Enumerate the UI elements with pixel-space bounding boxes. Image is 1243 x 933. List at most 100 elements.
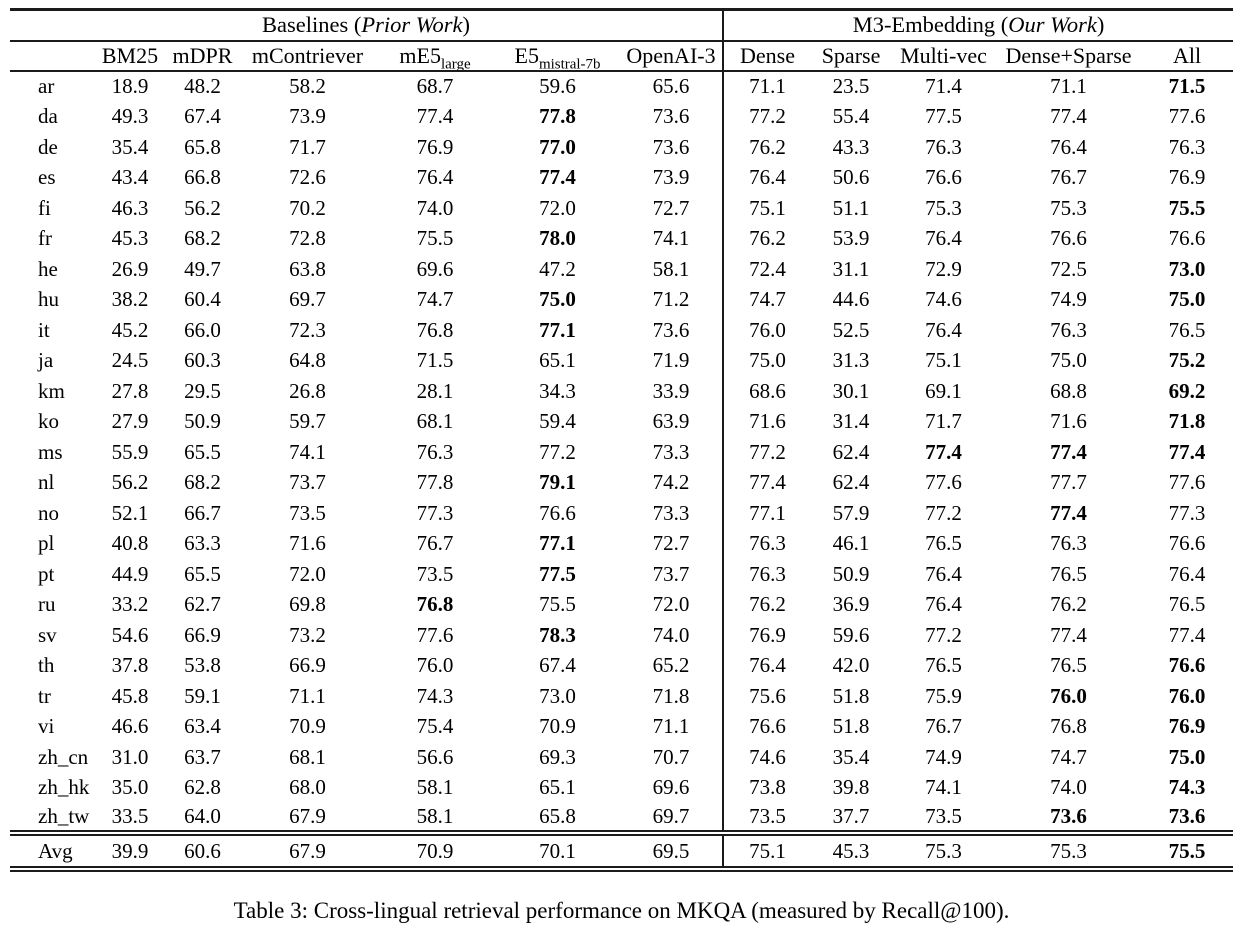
score-cell: 72.7 — [652, 195, 690, 220]
score-cell: 67.9 — [289, 804, 326, 829]
score-cell: 58.1 — [652, 256, 690, 281]
language-label: zh_hk — [38, 775, 90, 800]
language-label: ms — [38, 439, 63, 464]
score-cell: 58.2 — [289, 74, 326, 99]
score-cell: 74.7 — [1050, 744, 1087, 769]
score-cell: 77.2 — [925, 500, 962, 525]
score-cell: 70.9 — [539, 714, 576, 739]
score-cell: 72.0 — [539, 195, 576, 220]
score-cell: 71.1 — [722, 70, 812, 101]
column-header-mdpr: mDPR — [165, 40, 240, 72]
score-cell: 76.5 — [1050, 653, 1087, 678]
score-cell: 77.6 — [925, 470, 962, 495]
score-cell: 76.3 — [1050, 531, 1087, 556]
score-cell: 54.6 — [111, 622, 149, 647]
score-cell: 76.0 — [722, 314, 812, 345]
score-cell: 74.3 — [416, 683, 454, 708]
score-cell: 24.5 — [111, 348, 149, 373]
language-label: sv — [38, 622, 57, 647]
score-cell: 65.5 — [184, 561, 221, 586]
score-cell: 35.4 — [111, 134, 149, 159]
score-cell: 77.5 — [925, 104, 962, 129]
score-cell: 76.3 — [722, 558, 812, 589]
score-cell: 77.8 — [416, 470, 454, 495]
language-label: pt — [38, 561, 55, 586]
score-cell: 77.1 — [722, 497, 812, 528]
score-cell: 64.0 — [184, 804, 221, 829]
score-cell: 74.9 — [925, 744, 962, 769]
language-label: ja — [38, 348, 54, 373]
group-header-row: Baselines (Prior Work) M3-Embedding (Our… — [10, 9, 1234, 42]
score-cell: 72.7 — [652, 531, 690, 556]
score-cell: 27.9 — [111, 409, 149, 434]
language-label: Avg — [10, 830, 95, 869]
table-row: zh_cn 31.0 63.7 68.1 56.6 69.3 70.7 74.6 35.4 74.… — [10, 741, 1233, 772]
score-cell: 36.9 — [832, 592, 870, 617]
table-row: he 26.9 49.7 63.8 69.6 47.2 58.1 72.4 31.1 72.9 72… — [10, 253, 1233, 284]
score-cell: 46.3 — [111, 195, 149, 220]
score-cell: 75.0 — [1168, 287, 1206, 312]
table-row: km 27.8 29.5 26.8 28.1 34.3 33.9 68.6 30.1 69.1 68… — [10, 375, 1233, 406]
score-cell: 69.5 — [620, 830, 724, 869]
score-cell: 77.2 — [539, 439, 576, 464]
score-cell: 51.8 — [832, 683, 870, 708]
score-cell: 58.1 — [416, 775, 454, 800]
score-cell: 72.8 — [289, 226, 326, 251]
score-cell: 74.6 — [722, 741, 812, 772]
score-cell: 77.6 — [1168, 104, 1206, 129]
score-cell: 73.0 — [1168, 256, 1206, 281]
score-cell: 74.0 — [1050, 775, 1087, 800]
score-cell: 77.2 — [722, 436, 812, 467]
score-cell: 73.0 — [539, 683, 576, 708]
language-label: ko — [38, 409, 59, 434]
score-cell: 75.4 — [416, 714, 454, 739]
score-cell: 69.3 — [539, 744, 576, 769]
table-row: nl 56.2 68.2 73.7 77.8 79.1 74.2 77.4 62.4 77.6 77… — [10, 467, 1233, 498]
score-cell: 76.0 — [1050, 683, 1087, 708]
language-label: es — [38, 165, 56, 190]
table-row: da 49.3 67.4 73.9 77.4 77.8 73.6 77.2 55.4 77.5 77… — [10, 101, 1233, 132]
score-cell: 76.3 — [1050, 317, 1087, 342]
score-cell: 68.1 — [289, 744, 326, 769]
score-cell: 45.2 — [111, 317, 149, 342]
table-row: pl 40.8 63.3 71.6 76.7 77.1 72.7 76.3 46.1 76.5 76… — [10, 528, 1233, 559]
score-cell: 27.8 — [111, 378, 149, 403]
score-cell: 76.5 — [925, 531, 962, 556]
score-cell: 73.6 — [652, 104, 690, 129]
score-cell: 77.4 — [1168, 622, 1206, 647]
score-cell: 75.0 — [1050, 348, 1087, 373]
avg-row: Avg 39.9 60.6 67.9 70.9 70.1 69.5 75.1 45.3 75.3 7… — [10, 830, 1234, 869]
score-cell: 75.6 — [722, 680, 812, 711]
score-cell: 77.6 — [416, 622, 454, 647]
score-cell: 71.6 — [722, 406, 812, 437]
score-cell: 75.3 — [925, 195, 962, 220]
score-cell: 79.1 — [539, 470, 576, 495]
score-cell: 59.6 — [539, 74, 576, 99]
score-cell: 77.3 — [1168, 500, 1206, 525]
score-cell: 65.8 — [539, 804, 576, 829]
score-cell: 76.2 — [722, 223, 812, 254]
score-cell: 76.6 — [722, 711, 812, 742]
group-header-m3: M3-Embedding (Our Work) — [722, 9, 1234, 42]
score-cell: 75.3 — [891, 830, 997, 869]
score-cell: 70.2 — [289, 195, 326, 220]
score-cell: 76.4 — [925, 226, 962, 251]
language-label: km — [38, 378, 65, 403]
score-cell: 76.6 — [1050, 226, 1087, 251]
score-cell: 60.4 — [184, 287, 221, 312]
score-cell: 71.4 — [925, 74, 962, 99]
score-cell: 71.1 — [289, 683, 326, 708]
score-cell: 76.4 — [416, 165, 454, 190]
table-row: th 37.8 53.8 66.9 76.0 67.4 65.2 76.4 42.0 76.5 76… — [10, 650, 1233, 681]
score-cell: 33.2 — [111, 592, 149, 617]
score-cell: 30.1 — [832, 378, 870, 403]
score-cell: 55.4 — [832, 104, 870, 129]
score-cell: 69.7 — [652, 804, 690, 829]
score-cell: 76.6 — [1168, 226, 1206, 251]
score-cell: 71.1 — [652, 714, 690, 739]
score-cell: 65.8 — [184, 134, 221, 159]
score-cell: 76.3 — [416, 439, 454, 464]
score-cell: 73.6 — [1050, 804, 1087, 829]
score-cell: 76.7 — [925, 714, 962, 739]
score-cell: 31.0 — [111, 744, 149, 769]
